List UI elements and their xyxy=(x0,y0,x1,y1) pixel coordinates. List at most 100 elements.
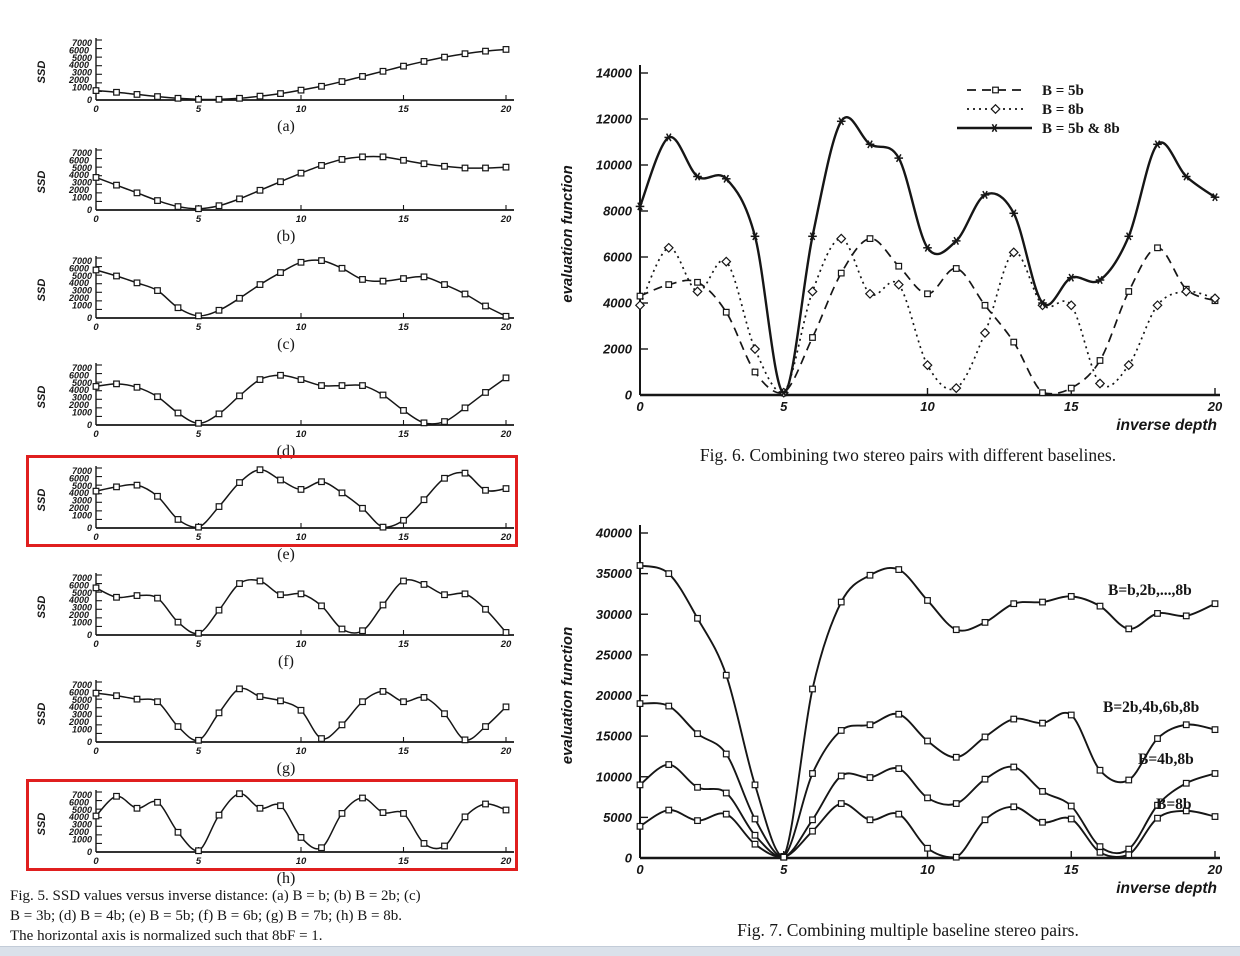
y-tick-label: 2000 xyxy=(68,293,89,303)
y-tick-label: 30000 xyxy=(596,607,633,622)
x-tick-label: 15 xyxy=(398,746,409,757)
marker-asterisk xyxy=(1009,209,1019,218)
marker-square xyxy=(665,806,673,814)
marker-square xyxy=(866,774,874,781)
marker-square xyxy=(1154,814,1161,822)
x-tick-label: 0 xyxy=(93,856,99,867)
x-tick-label: 0 xyxy=(636,399,644,414)
marker-square xyxy=(461,736,469,744)
series-b-8b: B=8b xyxy=(636,796,1219,861)
x-tick-label: 0 xyxy=(636,862,644,877)
marker-square xyxy=(1211,770,1219,777)
marker-square xyxy=(256,577,264,585)
marker-square xyxy=(461,813,469,821)
y-axis-label: evaluation function xyxy=(559,627,576,765)
marker-square xyxy=(665,281,673,289)
marker-square xyxy=(924,737,931,745)
marker-asterisk xyxy=(1124,232,1134,241)
window-bottom-edge xyxy=(0,946,1240,956)
marker-square xyxy=(338,721,346,729)
marker-square xyxy=(154,698,161,706)
marker-square xyxy=(502,312,510,320)
fig6-caption: Fig. 6. Combining two stereo pairs with … xyxy=(699,445,1117,465)
marker-square xyxy=(1010,763,1018,771)
marker-square xyxy=(981,816,989,824)
marker-square xyxy=(236,392,243,400)
y-tick-zero: 0 xyxy=(87,737,92,747)
marker-square xyxy=(236,195,243,203)
marker-square xyxy=(92,174,100,181)
marker-square xyxy=(338,810,346,817)
subplot-label: (b) xyxy=(277,228,296,245)
marker-square xyxy=(502,374,510,382)
legend-label: B = 5b xyxy=(1042,83,1084,99)
marker-square xyxy=(1010,338,1018,346)
marker-square xyxy=(195,312,202,320)
marker-square xyxy=(297,706,305,714)
marker-square xyxy=(1067,711,1075,719)
marker-square xyxy=(215,503,223,510)
x-tick-label: 5 xyxy=(780,862,788,877)
marker-square xyxy=(722,789,730,797)
marker-asterisk xyxy=(721,174,731,183)
marker-square xyxy=(420,694,428,701)
y-tick-label: 5000 xyxy=(72,588,92,598)
y-tick-label: 4000 xyxy=(68,595,89,605)
marker-asterisk xyxy=(779,388,789,397)
marker-square xyxy=(154,594,161,602)
marker-square xyxy=(154,287,161,294)
marker-square xyxy=(133,695,141,703)
marker-square xyxy=(1211,600,1219,608)
y-tick-label: 3000 xyxy=(72,820,92,830)
marker-square xyxy=(866,721,874,729)
fig5-caption-line2: B = 3b; (d) B = 4b; (e) B = 5b; (f) B = … xyxy=(10,908,402,924)
marker-square xyxy=(924,794,931,802)
marker-square xyxy=(277,90,284,97)
marker-square xyxy=(359,382,366,389)
x-tick-label: 15 xyxy=(1064,399,1079,414)
marker-square xyxy=(379,391,387,399)
marker-square xyxy=(297,376,305,383)
marker-diamond xyxy=(864,288,876,299)
marker-square xyxy=(92,584,100,592)
marker-square xyxy=(92,487,100,495)
y-tick-zero: 0 xyxy=(87,523,92,533)
y-axis-label: SSD xyxy=(36,703,48,726)
marker-square xyxy=(297,486,305,493)
x-tick-label: 15 xyxy=(1064,862,1079,877)
marker-square xyxy=(379,523,387,531)
marker-square xyxy=(837,269,845,277)
fig7-chart: evaluation function 0 5000 10000 15000 20000 2… xyxy=(559,525,1223,897)
marker-square xyxy=(1182,779,1190,787)
marker-square xyxy=(1125,776,1133,784)
marker-square xyxy=(154,197,161,204)
x-tick-label: 10 xyxy=(296,746,307,757)
x-tick-label: 15 xyxy=(398,856,409,867)
marker-square xyxy=(318,82,325,90)
series-b-8b xyxy=(634,233,1221,398)
marker-square xyxy=(195,736,202,744)
marker-square xyxy=(215,306,223,314)
marker-square xyxy=(694,278,701,286)
marker-square xyxy=(1039,719,1046,727)
marker-square xyxy=(751,781,759,789)
marker-diamond xyxy=(951,383,962,394)
marker-square xyxy=(636,822,644,830)
y-tick-label: 7000 xyxy=(72,38,92,48)
y-tick-label: 6000 xyxy=(69,797,89,807)
y-tick-label: 4000 xyxy=(68,702,89,712)
series-b-5b-8b xyxy=(635,116,1220,397)
x-tick-label: 10 xyxy=(296,532,307,543)
marker-square xyxy=(981,301,989,309)
marker-square xyxy=(379,67,387,75)
marker-square xyxy=(133,279,141,287)
y-tick-label: 4000 xyxy=(602,296,633,311)
x-tick-label: 20 xyxy=(500,322,512,333)
marker-diamond xyxy=(979,327,991,338)
marker-square xyxy=(751,831,759,839)
marker-square xyxy=(379,601,387,609)
y-tick-label: 3000 xyxy=(72,496,92,506)
x-tick-label: 5 xyxy=(196,639,202,650)
marker-square xyxy=(277,591,284,599)
